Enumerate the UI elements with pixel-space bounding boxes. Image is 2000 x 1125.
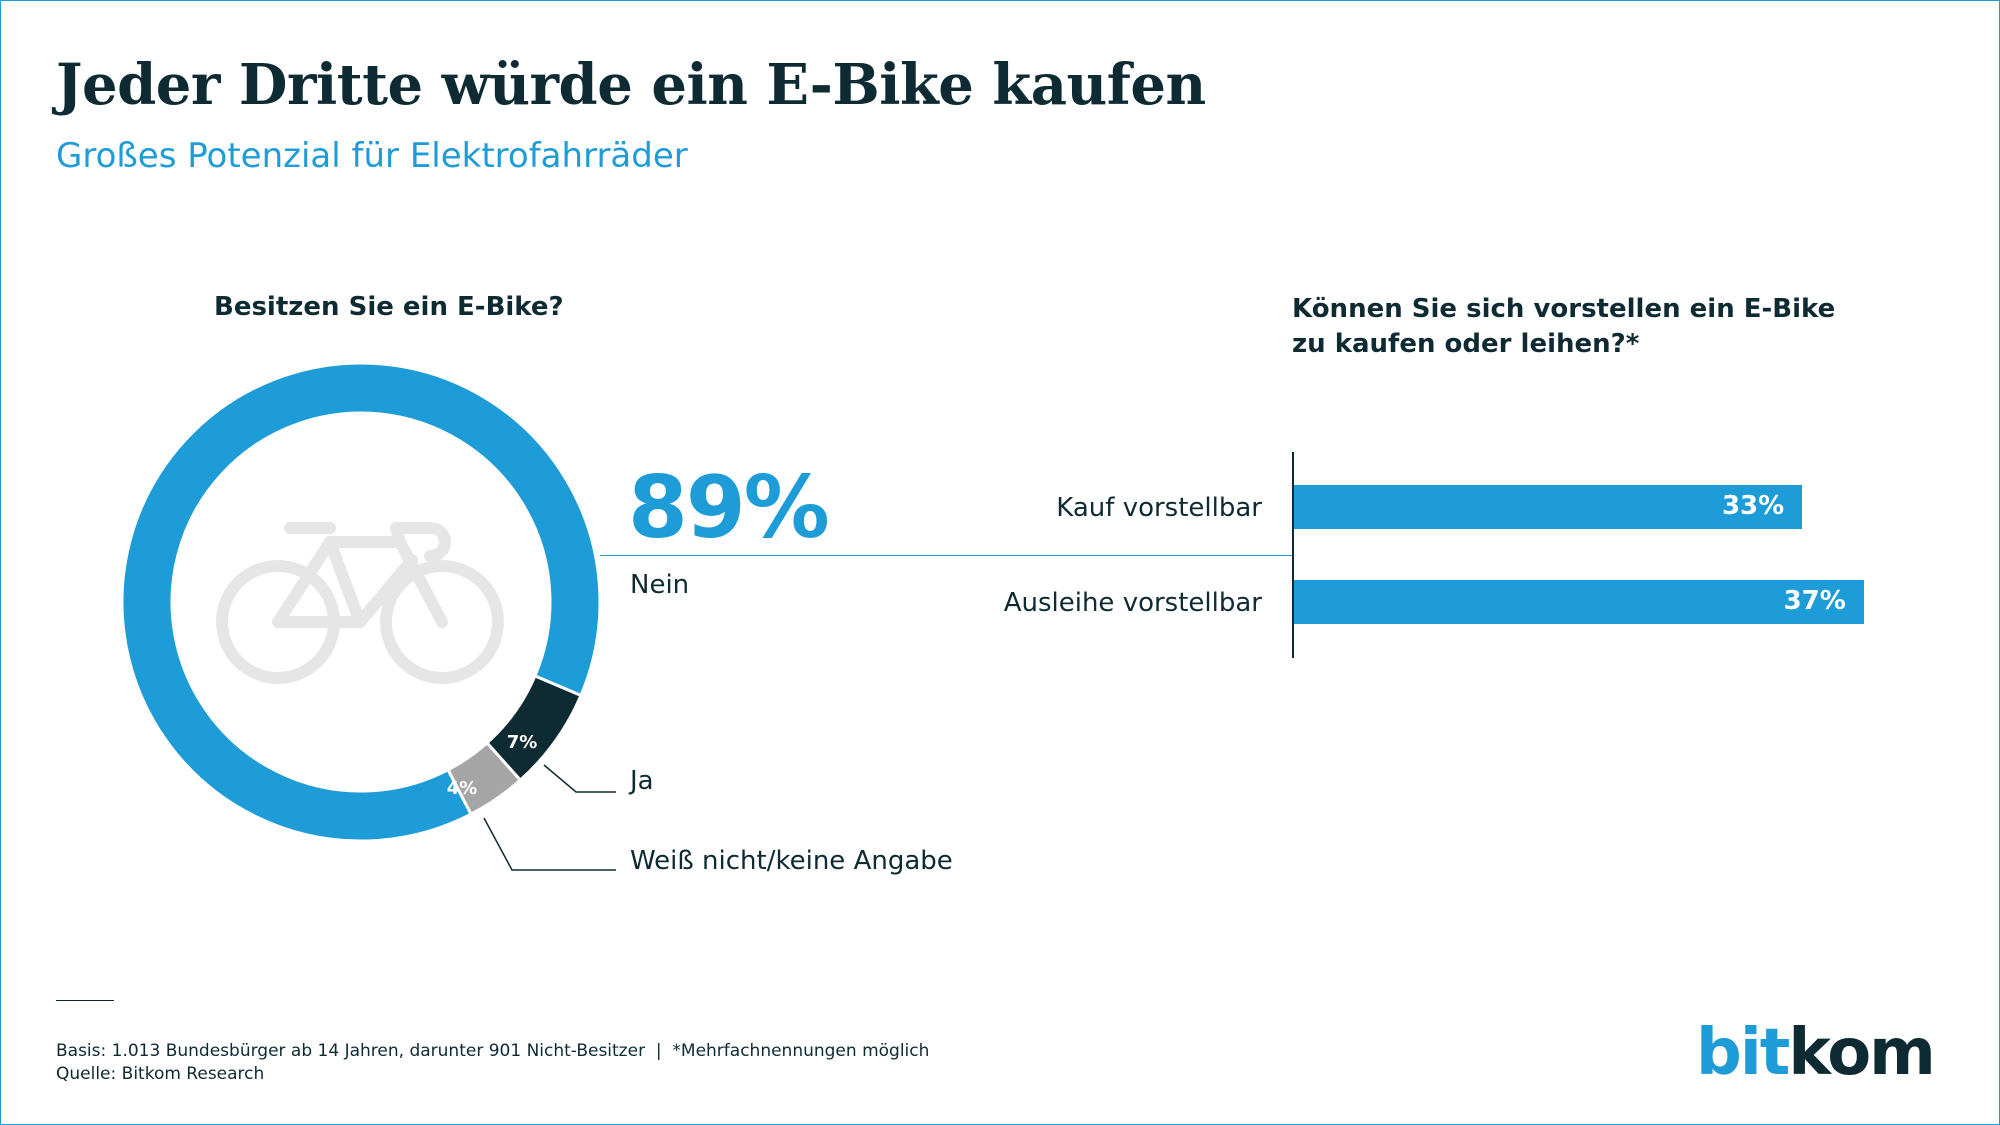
bicycle-icon (216, 522, 504, 684)
footer-rule (56, 1000, 114, 1001)
ja-leader-line (543, 764, 616, 793)
logo-part-bit: bit (1696, 1016, 1790, 1090)
donut-segments (120, 361, 602, 843)
bar-value-kauf: 33% (1721, 491, 1785, 521)
donut-value-label-ja: 7% (506, 732, 538, 753)
logo-part-kom: kom (1788, 1016, 1935, 1090)
bar-kauf: 33% (1294, 485, 1803, 529)
footnote-source: Quelle: Bitkom Research (56, 1064, 265, 1084)
page-title: Jeder Dritte würde ein E-Bike kaufen (56, 52, 1206, 118)
donut-label-weiss: Weiß nicht/keine Angabe (630, 846, 953, 876)
weiss-leader-line (483, 817, 616, 871)
bar-question-line-2: zu kaufen oder leihen?* (1292, 329, 1640, 359)
donut-value-label-weiss: 4% (446, 778, 478, 799)
bitkom-logo: bitkom (1696, 1016, 1936, 1090)
bar-category-kauf: Kauf vorstellbar (1056, 493, 1262, 523)
donut-label-nein: Nein (630, 570, 690, 600)
footnote-basis: Basis: 1.013 Bundesbürger ab 14 Jahren, … (56, 1041, 930, 1061)
donut-segment-nein (120, 361, 602, 843)
page-subtitle: Großes Potenzial für Elektrofahrräder (56, 136, 688, 176)
bar-axis-line (1292, 452, 1294, 658)
donut-value-label-nein: 89% (628, 458, 830, 558)
bar-value-ausleihe: 37% (1783, 586, 1846, 616)
connector-line (600, 555, 1292, 556)
donut-question: Besitzen Sie ein E-Bike? (214, 292, 564, 322)
donut-label-ja: Ja (630, 766, 654, 796)
bar-question: Können Sie sich vorstellen ein E-Bike zu… (1292, 292, 1835, 362)
bar-question-line-1: Können Sie sich vorstellen ein E-Bike (1292, 294, 1836, 324)
bar-category-ausleihe: Ausleihe vorstellbar (1003, 588, 1262, 618)
bar-ausleihe: 37% (1294, 580, 1864, 624)
